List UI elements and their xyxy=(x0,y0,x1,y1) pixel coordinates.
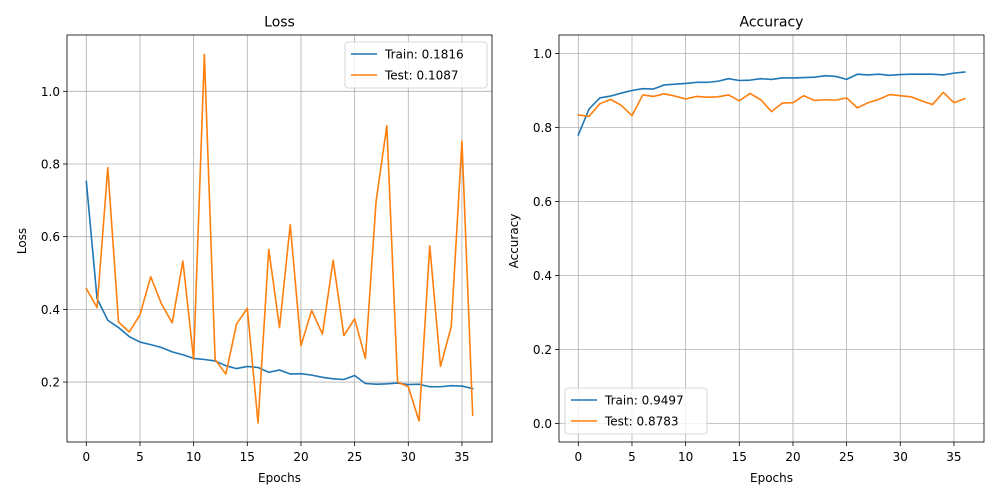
chart-title: Accuracy xyxy=(740,15,804,31)
x-tick-label: 20 xyxy=(293,450,308,464)
x-tick-label: 5 xyxy=(628,450,636,464)
y-tick-label: 1.0 xyxy=(533,47,552,61)
plot-frame xyxy=(558,34,985,443)
x-tick-label: 25 xyxy=(347,450,362,464)
grid xyxy=(559,35,984,442)
legend: Train: 0.9497 Test: 0.8783 xyxy=(564,387,708,435)
x-tick-label: 35 xyxy=(454,450,469,464)
y-tick-label: 0.4 xyxy=(533,269,552,283)
legend-label: Train: 0.1816 xyxy=(384,48,464,62)
series-line-train xyxy=(577,71,966,136)
x-tick-label: 5 xyxy=(136,450,144,464)
legend-box xyxy=(344,41,488,89)
y-tick-label: 0.8 xyxy=(533,121,552,135)
series-line-test xyxy=(85,53,474,424)
y-axis-label: Accuracy xyxy=(507,214,521,269)
x-tick-label: 15 xyxy=(732,450,747,464)
x-tick-label: 25 xyxy=(839,450,854,464)
y-tick-label: 0.0 xyxy=(533,417,552,431)
legend-label: Train: 0.9497 xyxy=(604,394,684,408)
loss-chart: Loss Epochs Loss 0 5 10 15 20 25 30 35 0.2 0.4 0.6… xyxy=(15,15,493,485)
plot-frame xyxy=(66,34,493,443)
y-tick-label: 0.4 xyxy=(41,303,60,317)
y-tick-label: 0.6 xyxy=(41,230,60,244)
grid xyxy=(67,35,492,442)
series-line-train xyxy=(85,180,474,390)
y-tick-label: 0.8 xyxy=(41,158,60,172)
x-tick-label: 35 xyxy=(946,450,961,464)
x-tick-label: 0 xyxy=(82,450,90,464)
x-tick-label: 15 xyxy=(240,450,255,464)
legend-box xyxy=(564,387,708,435)
x-tick-label: 10 xyxy=(678,450,693,464)
x-tick-label: 30 xyxy=(401,450,416,464)
x-tick-label: 0 xyxy=(574,450,582,464)
x-tick-label: 20 xyxy=(785,450,800,464)
x-axis-label: Epochs xyxy=(750,471,793,485)
legend-label: Test: 0.8783 xyxy=(604,415,678,429)
y-tick-label: 1.0 xyxy=(41,85,60,99)
accuracy-chart: Accuracy Epochs Accuracy 0 5 10 15 20 25 30 35 0… xyxy=(507,15,985,485)
x-axis-label: Epochs xyxy=(258,471,301,485)
x-tick-label: 30 xyxy=(893,450,908,464)
legend: Train: 0.1816 Test: 0.1087 xyxy=(344,41,488,89)
chart-title: Loss xyxy=(264,15,295,31)
y-axis-label: Loss xyxy=(15,228,29,254)
y-tick-label: 0.2 xyxy=(533,343,552,357)
y-tick-label: 0.2 xyxy=(41,376,60,390)
y-tick-label: 0.6 xyxy=(533,195,552,209)
x-tick-label: 10 xyxy=(186,450,201,464)
legend-label: Test: 0.1087 xyxy=(384,69,458,83)
series-line-test xyxy=(577,91,966,118)
